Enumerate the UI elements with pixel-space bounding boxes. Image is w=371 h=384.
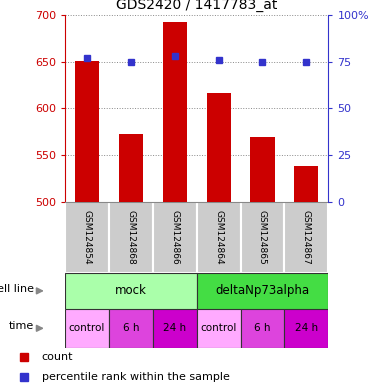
Bar (109, 309, 153, 348)
Text: control: control (69, 323, 105, 333)
Bar (294, 166, 318, 202)
Text: control: control (200, 323, 237, 333)
Bar (153, 202, 197, 273)
Text: 24 h: 24 h (163, 323, 186, 333)
Text: deltaNp73alpha: deltaNp73alpha (216, 285, 309, 297)
Bar (153, 309, 197, 348)
Text: GSM124854: GSM124854 (82, 210, 91, 265)
Bar (65, 202, 109, 273)
Text: time: time (9, 321, 34, 331)
Bar (197, 309, 240, 348)
Bar (240, 202, 285, 273)
Bar (109, 202, 153, 273)
Bar (65, 309, 109, 348)
Bar (240, 309, 285, 348)
Bar (207, 93, 231, 202)
Text: GSM124867: GSM124867 (302, 210, 311, 265)
Bar (162, 22, 187, 202)
Bar (285, 202, 328, 273)
Text: GSM124865: GSM124865 (258, 210, 267, 265)
Text: GSM124864: GSM124864 (214, 210, 223, 265)
Text: 6 h: 6 h (254, 323, 271, 333)
Text: count: count (42, 352, 73, 362)
Text: percentile rank within the sample: percentile rank within the sample (42, 372, 230, 382)
Bar (119, 134, 143, 202)
Text: GSM124866: GSM124866 (170, 210, 179, 265)
Title: GDS2420 / 1417783_at: GDS2420 / 1417783_at (116, 0, 277, 12)
Text: cell line: cell line (0, 284, 34, 294)
Bar (250, 137, 275, 202)
Text: GSM124868: GSM124868 (126, 210, 135, 265)
Bar (197, 202, 240, 273)
Text: mock: mock (115, 285, 147, 297)
Text: 6 h: 6 h (122, 323, 139, 333)
Text: 24 h: 24 h (295, 323, 318, 333)
Bar (65, 273, 197, 309)
Bar (197, 273, 328, 309)
Bar (75, 61, 99, 202)
Bar (285, 309, 328, 348)
